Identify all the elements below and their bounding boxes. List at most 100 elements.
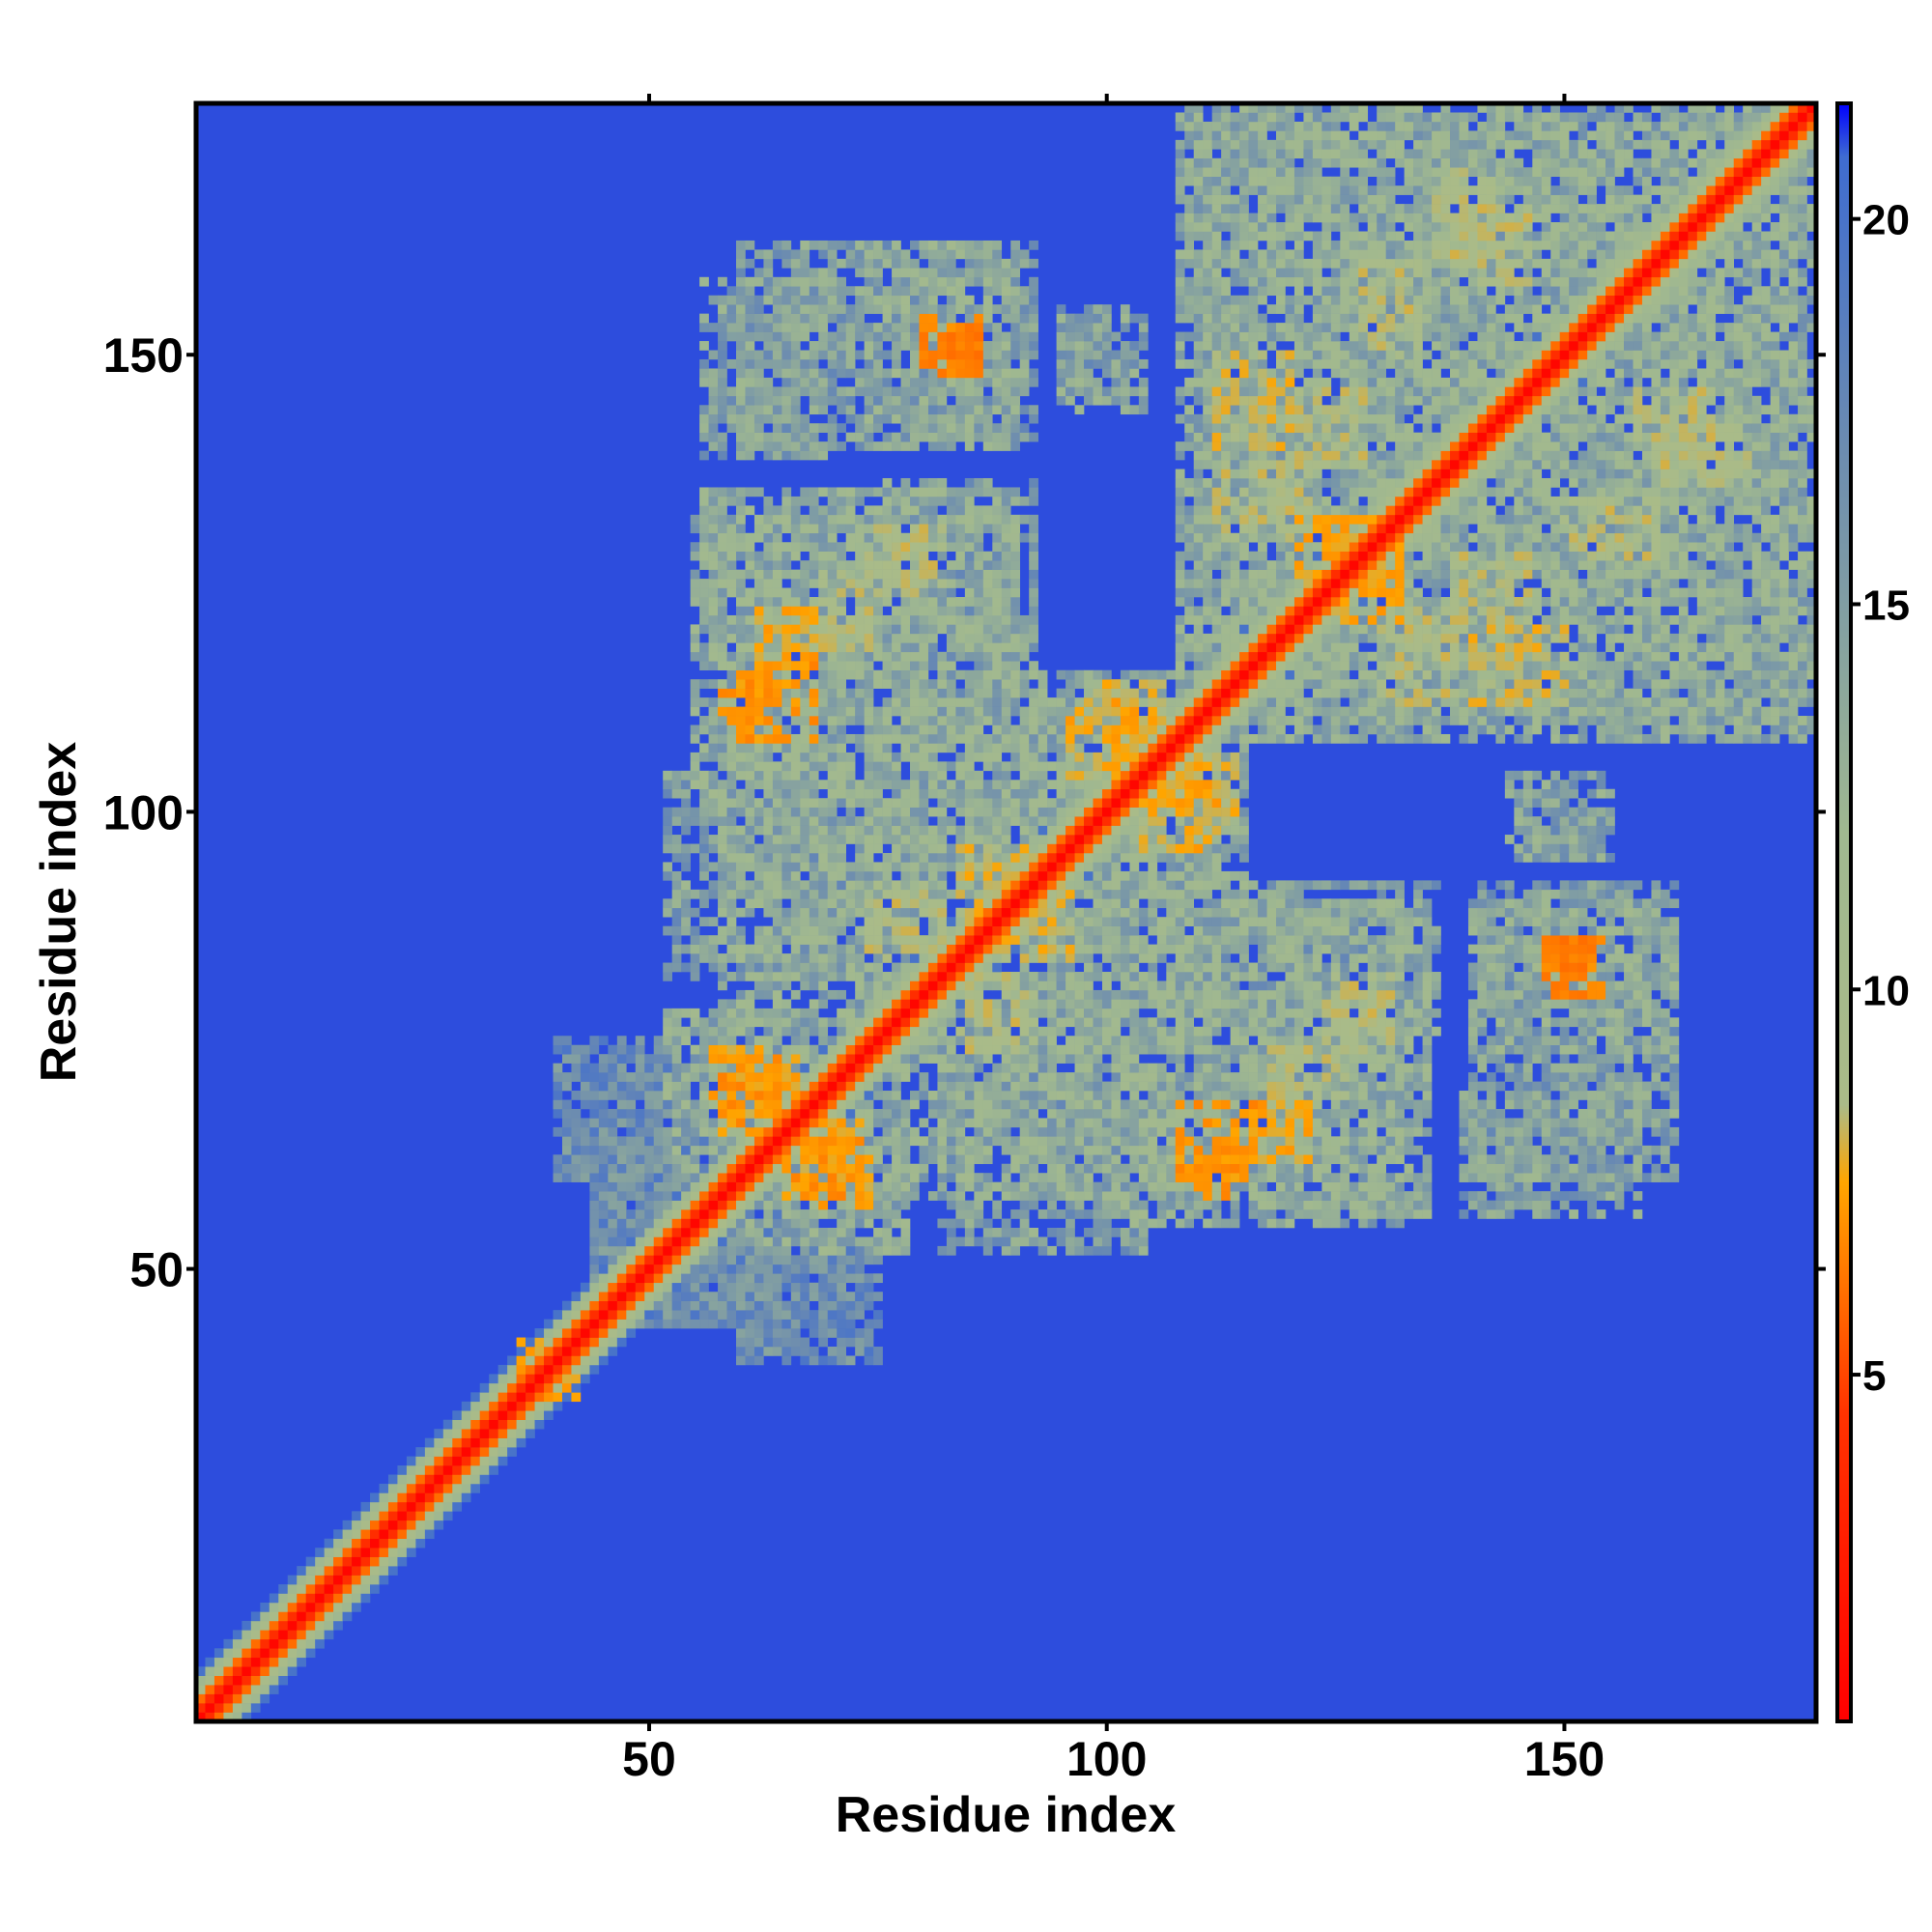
heatmap-cell — [837, 542, 846, 552]
heatmap-cell — [781, 1181, 792, 1192]
heatmap-cell — [736, 276, 746, 287]
heatmap-cell — [781, 843, 792, 854]
heatmap-cell — [598, 1218, 609, 1229]
heatmap-cell — [1037, 935, 1048, 945]
heatmap-cell — [745, 1227, 755, 1237]
heatmap-cell — [818, 1091, 829, 1100]
heatmap-cell — [370, 1548, 380, 1557]
heatmap-cell — [827, 770, 838, 781]
heatmap-cell — [370, 1575, 380, 1585]
heatmap-cell — [927, 688, 938, 698]
heatmap-cell — [955, 907, 966, 918]
heatmap-cell — [864, 1218, 874, 1229]
heatmap-cell — [1001, 807, 1011, 817]
heatmap-cell — [845, 761, 856, 772]
heatmap-cell — [406, 1538, 416, 1548]
heatmap-cell — [790, 614, 801, 625]
heatmap-cell — [736, 862, 746, 872]
heatmap-cell — [900, 1072, 911, 1082]
heatmap-cell — [910, 816, 920, 826]
heatmap-cell — [992, 597, 1003, 607]
heatmap-cell — [205, 1685, 215, 1694]
heatmap-cell — [1019, 405, 1030, 415]
heatmap-cell — [1001, 743, 1011, 753]
heatmap-cell — [1037, 807, 1048, 817]
heatmap-cell — [763, 743, 774, 753]
heatmap-cell — [809, 350, 819, 360]
heatmap-cell — [1065, 323, 1075, 332]
heatmap-cell — [910, 843, 920, 854]
heatmap-cell — [1019, 1181, 1030, 1192]
heatmap-cell — [818, 1292, 829, 1301]
heatmap-cell — [882, 697, 893, 707]
heatmap-cell — [763, 614, 774, 625]
heatmap-cell — [526, 1429, 535, 1438]
heatmap-cell — [269, 1593, 279, 1604]
heatmap-cell — [1010, 542, 1021, 552]
heatmap-cell — [927, 880, 938, 891]
heatmap-cell — [882, 1227, 893, 1237]
heatmap-cell — [974, 669, 984, 680]
heatmap-cell — [1037, 1154, 1048, 1165]
heatmap-cell — [937, 1218, 948, 1229]
heatmap-cell — [745, 752, 755, 762]
heatmap-cell — [708, 752, 719, 762]
heatmap-cell — [1010, 1063, 1021, 1073]
heatmap-cell — [753, 1328, 764, 1338]
heatmap-cell — [708, 368, 719, 379]
heatmap-cell — [663, 1145, 672, 1155]
heatmap-cell — [864, 889, 874, 899]
heatmap-cell — [690, 1145, 700, 1155]
heatmap-cell — [882, 1209, 893, 1219]
heatmap-cell — [964, 1145, 975, 1155]
heatmap-cell — [718, 323, 727, 332]
heatmap-cell — [571, 1328, 582, 1338]
heatmap-cell — [653, 1054, 664, 1064]
heatmap-cell — [708, 405, 719, 415]
heatmap-cell — [900, 441, 911, 451]
heatmap-cell — [927, 1008, 938, 1018]
heatmap-cell — [982, 1054, 993, 1064]
heatmap-cell — [864, 1191, 874, 1201]
heatmap-cell — [553, 1382, 563, 1393]
heatmap-cell — [726, 669, 737, 680]
heatmap-cell — [892, 432, 901, 442]
heatmap-cell — [671, 1292, 682, 1301]
heatmap-cell — [708, 614, 719, 625]
heatmap-cell — [855, 862, 865, 872]
heatmap-cell — [1047, 780, 1057, 790]
heatmap-cell — [1037, 843, 1048, 854]
heatmap-cell — [269, 1630, 279, 1640]
heatmap-cell — [882, 780, 893, 790]
heatmap-cell — [781, 1264, 792, 1274]
heatmap-cell — [387, 1538, 398, 1548]
heatmap-cell — [708, 1236, 719, 1247]
heatmap-cell — [726, 825, 737, 836]
heatmap-cell — [1001, 880, 1011, 891]
heatmap-cell — [1010, 679, 1021, 689]
heatmap-cell — [937, 606, 948, 616]
heatmap-cell — [1047, 1191, 1057, 1201]
heatmap-cell — [1029, 579, 1038, 588]
heatmap-cell — [974, 935, 984, 945]
heatmap-cell — [790, 1292, 801, 1301]
heatmap-cell — [772, 1255, 782, 1265]
heatmap-cell — [370, 1492, 380, 1503]
heatmap-cell — [1019, 761, 1030, 772]
heatmap-cell — [982, 733, 993, 744]
heatmap-cell — [1037, 1054, 1048, 1064]
heatmap-cell — [699, 716, 709, 725]
heatmap-cell — [827, 496, 838, 506]
heatmap-cell — [955, 972, 966, 981]
heatmap-cell — [781, 341, 792, 351]
heatmap-cell — [827, 907, 838, 918]
heatmap-cell — [873, 780, 883, 790]
heatmap-cell — [855, 487, 865, 497]
heatmap-cell — [736, 907, 746, 918]
heatmap-cell — [745, 688, 755, 698]
heatmap-cell — [616, 1227, 627, 1237]
heatmap-cell — [900, 825, 911, 836]
heatmap-cell — [497, 1374, 508, 1384]
heatmap-cell — [745, 1099, 755, 1110]
heatmap-cell — [974, 1044, 984, 1055]
